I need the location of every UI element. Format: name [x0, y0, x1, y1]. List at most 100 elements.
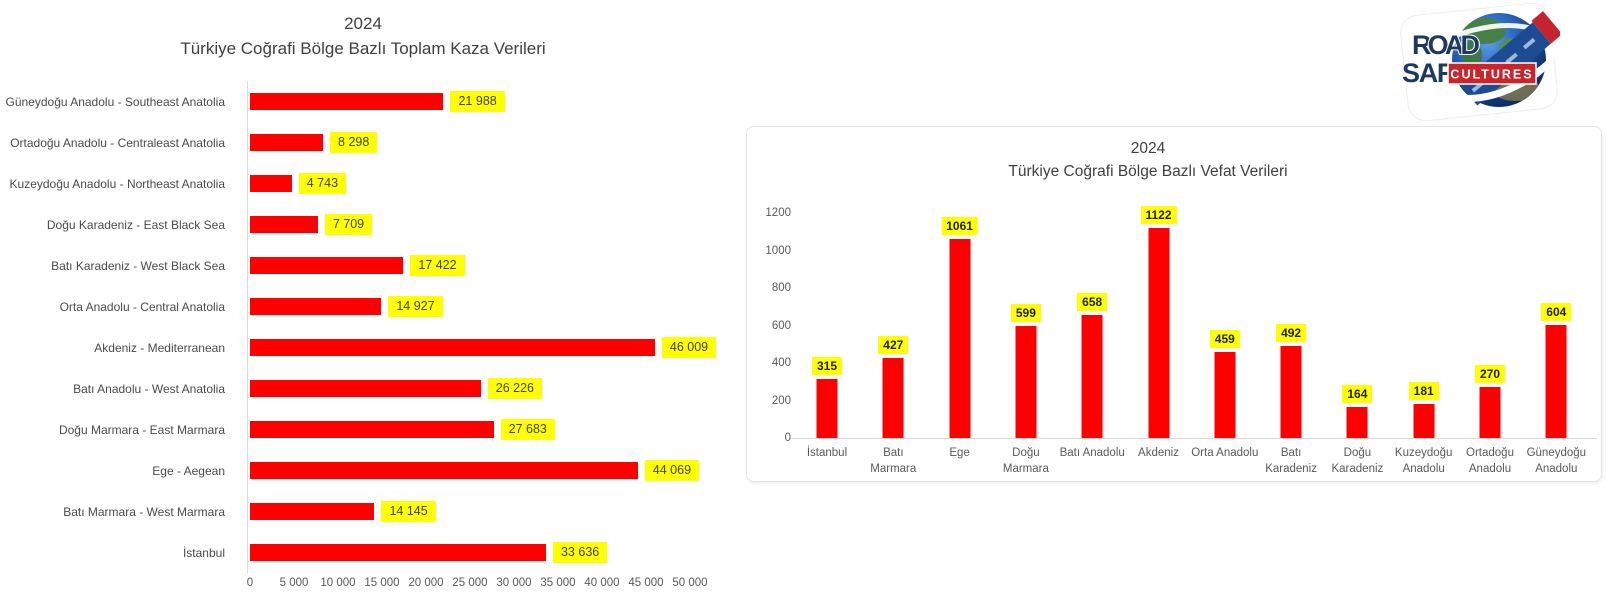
- vefat-category-label: Batı Karadeniz: [1265, 447, 1317, 475]
- logo-text-road: ROAD: [1412, 30, 1480, 60]
- vefat-value-label: 492: [1276, 323, 1307, 342]
- kaza-bar: [250, 175, 292, 192]
- kaza-row: Doğu Karadeniz - East Black Sea 7 709: [0, 204, 726, 245]
- kaza-category-label: Ortadoğu Anadolu - Centraleast Anatolia: [10, 135, 225, 150]
- vefat-value-label: 604: [1541, 302, 1572, 321]
- kaza-chart: 2024 Türkiye Coğrafi Bölge Bazlı Toplam …: [0, 0, 726, 605]
- vefat-category-label: Batı Marmara: [870, 447, 917, 475]
- vefat-category-label: Ege: [949, 447, 970, 459]
- kaza-value-label: 46 009: [661, 337, 717, 358]
- kaza-value-label: 8 298: [330, 132, 378, 153]
- kaza-value-label: 26 226: [487, 378, 543, 399]
- vefat-bar: [1413, 404, 1435, 438]
- vefat-category-label: Güneydoğu Anadolu: [1526, 447, 1587, 475]
- kaza-chart-title: Türkiye Coğrafi Bölge Bazlı Toplam Kaza …: [180, 39, 546, 58]
- kaza-row: Ortadoğu Anadolu - Centraleast Anatolia 8…: [0, 122, 726, 163]
- vefat-y-tick: 1000: [765, 244, 791, 257]
- vefat-chart-title: Türkiye Coğrafi Bölge Bazlı Vefat Verile…: [1008, 163, 1288, 180]
- kaza-bar: [250, 257, 404, 274]
- kaza-bar: [250, 134, 324, 151]
- kaza-category-label: Kuzeydoğu Anadolu - Northeast Anatolia: [9, 176, 225, 191]
- vefat-bar: [1081, 314, 1103, 438]
- vefat-value-label: 1061: [941, 217, 978, 236]
- kaza-x-tick: 5 000: [279, 577, 309, 589]
- kaza-category-label: Doğu Karadeniz - East Black Sea: [46, 217, 225, 232]
- kaza-value-label: 33 636: [552, 542, 608, 563]
- vefat-bar: [1148, 227, 1169, 438]
- vefat-bar: [1545, 324, 1567, 438]
- vefat-category-label: İstanbul: [806, 447, 848, 459]
- vefat-bar: [1214, 351, 1236, 438]
- vefat-category-label: Orta Anadolu: [1191, 447, 1259, 459]
- kaza-bar: [250, 421, 494, 438]
- kaza-bar: [250, 93, 444, 110]
- kaza-row: Doğu Marmara - East Marmara 27 683: [0, 409, 726, 450]
- vefat-chart-title-block: 2024 Türkiye Coğrafi Bölge Bazlı Vefat V…: [747, 137, 1549, 183]
- kaza-category-label: İstanbul: [182, 545, 225, 560]
- vefat-y-tick: 400: [771, 357, 791, 369]
- logo-text-cultures: CULTURES: [1450, 68, 1533, 82]
- vefat-chart: 2024 Türkiye Coğrafi Bölge Bazlı Vefat V…: [746, 126, 1602, 482]
- kaza-bar: [250, 339, 655, 356]
- kaza-value-label: 14 145: [381, 501, 436, 522]
- vefat-bar: [816, 378, 838, 438]
- kaza-value-label: 27 683: [500, 419, 555, 440]
- vefat-value-label: 270: [1474, 365, 1506, 384]
- kaza-bar: [250, 216, 318, 233]
- cultures-badge: [1447, 62, 1537, 85]
- vefat-value-label: 658: [1077, 292, 1108, 311]
- vefat-category-label: Akdeniz: [1138, 447, 1179, 459]
- kaza-x-tick: 35 000: [540, 577, 576, 589]
- logo-graphic: ROAD SAFETY CULTURES: [1400, 2, 1563, 122]
- kaza-row: Orta Anadolu - Central Anatolia 14 927: [0, 286, 726, 327]
- kaza-row: Batı Anadolu - West Anatolia 26 226: [0, 368, 726, 409]
- kaza-row: Güneydoğu Anadolu - Southeast Anatolia 21…: [0, 81, 726, 122]
- vefat-y-tick: 1200: [765, 207, 791, 219]
- vefat-value-label: 599: [1010, 303, 1041, 322]
- kaza-row: Batı Karadeniz - West Black Sea 17 422: [0, 245, 726, 286]
- kaza-bar: [250, 380, 481, 397]
- kaza-value-label: 21 988: [450, 91, 505, 112]
- road-safety-cultures-logo: ROAD SAFETY CULTURES: [1398, 2, 1563, 122]
- kaza-bar: [250, 544, 546, 561]
- vefat-x-axis-line: [791, 438, 1597, 439]
- kaza-plot-area: Güneydoğu Anadolu - Southeast Anatolia 21…: [0, 81, 726, 573]
- kaza-x-tick: 20 000: [408, 577, 444, 589]
- vefat-y-tick: 800: [771, 282, 791, 294]
- kaza-value-label: 7 709: [324, 214, 373, 235]
- kaza-category-label: Batı Anadolu - West Anatolia: [73, 381, 225, 396]
- vefat-y-tick: 200: [771, 394, 791, 407]
- kaza-row: Kuzeydoğu Anadolu - Northeast Anatolia 4 …: [0, 163, 726, 204]
- vefat-value-label: 427: [878, 335, 909, 354]
- vefat-bar: [1015, 325, 1037, 438]
- vefat-value-label: 164: [1342, 385, 1373, 404]
- kaza-x-tick: 50 000: [672, 577, 708, 589]
- kaza-category-label: Doğu Marmara - East Marmara: [58, 422, 225, 437]
- kaza-x-tick: 0: [246, 577, 254, 589]
- vefat-chart-year: 2024: [1130, 140, 1166, 157]
- kaza-row: İstanbul 33 636: [0, 532, 726, 573]
- kaza-bar: [250, 462, 638, 479]
- vefat-y-tick: 600: [771, 319, 791, 332]
- vefat-y-tick: 0: [784, 432, 791, 444]
- kaza-bar: [250, 298, 382, 315]
- kaza-y-axis-line: [247, 81, 248, 573]
- kaza-value-label: 4 743: [298, 173, 347, 194]
- vefat-category-label: Ortadoğu Anadolu: [1466, 447, 1514, 475]
- vefat-bar: [882, 357, 904, 438]
- kaza-row: Batı Marmara - West Marmara 14 145: [0, 491, 726, 532]
- vefat-value-label: 315: [811, 356, 843, 375]
- kaza-x-tick: 15 000: [364, 577, 400, 589]
- vefat-value-label: 459: [1209, 329, 1240, 348]
- kaza-chart-title-block: 2024 Türkiye Coğrafi Bölge Bazlı Toplam …: [0, 11, 726, 61]
- kaza-value-label: 17 422: [410, 255, 465, 276]
- kaza-x-axis: 0 5 000 10 000 15 000 20 000 25 000 30 000 35 0…: [0, 577, 726, 593]
- kaza-chart-year: 2024: [344, 14, 382, 33]
- kaza-value-label: 14 927: [388, 296, 443, 317]
- kaza-x-tick: 45 000: [628, 577, 664, 589]
- vefat-bar: [1346, 407, 1368, 438]
- vefat-bar: [949, 239, 971, 438]
- vefat-value-label: 181: [1408, 382, 1439, 401]
- vefat-category-label: Batı Anadolu: [1059, 447, 1125, 459]
- vefat-category-label: Doğu Karadeniz: [1331, 447, 1384, 475]
